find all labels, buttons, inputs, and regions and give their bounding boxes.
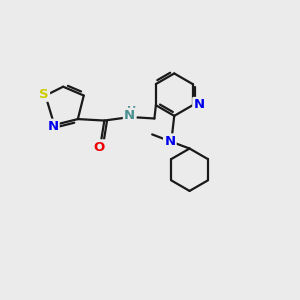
Text: N: N <box>194 98 205 111</box>
Text: N: N <box>124 109 135 122</box>
Text: O: O <box>94 141 105 154</box>
Text: N: N <box>164 135 175 148</box>
Text: N: N <box>47 120 58 133</box>
Text: S: S <box>39 88 49 100</box>
Text: H: H <box>127 106 136 116</box>
